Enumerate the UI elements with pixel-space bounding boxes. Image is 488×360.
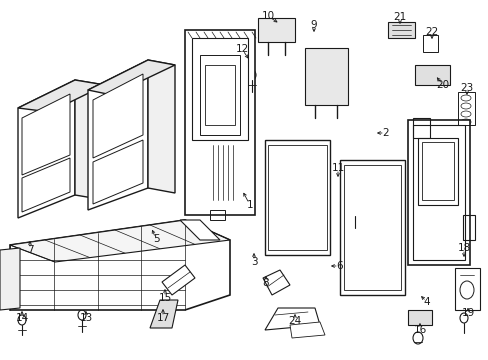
Text: 1: 1 [246,200,253,210]
Polygon shape [192,38,247,140]
Text: 9: 9 [310,20,317,30]
Text: 12: 12 [235,44,248,54]
Polygon shape [407,120,469,265]
Polygon shape [184,30,254,215]
Polygon shape [267,145,326,250]
Polygon shape [22,158,70,212]
Text: 3: 3 [250,257,257,267]
Polygon shape [264,140,329,255]
Text: 11: 11 [331,163,344,173]
Polygon shape [88,60,175,95]
Text: 6: 6 [336,261,343,271]
Text: 4: 4 [423,297,429,307]
Text: 15: 15 [158,293,171,303]
Text: 2: 2 [382,128,388,138]
Polygon shape [339,160,404,295]
Text: 23: 23 [459,83,473,93]
Polygon shape [289,322,325,338]
Text: 17: 17 [156,313,169,323]
Polygon shape [305,48,347,105]
Polygon shape [414,65,449,85]
Polygon shape [422,35,437,52]
Polygon shape [150,300,178,328]
Text: 14: 14 [15,313,29,323]
Polygon shape [88,60,148,210]
Text: 7: 7 [27,245,33,255]
Text: 18: 18 [456,243,469,253]
Text: 21: 21 [392,12,406,22]
Polygon shape [93,74,142,158]
Polygon shape [18,80,105,112]
Polygon shape [22,94,70,175]
Polygon shape [407,310,431,325]
Text: 24: 24 [288,316,301,326]
Bar [411,313,425,322]
Polygon shape [180,220,220,240]
Polygon shape [263,270,289,295]
Text: 13: 13 [79,313,92,323]
Polygon shape [387,22,414,38]
Text: 20: 20 [436,80,448,90]
Text: 8: 8 [262,278,269,288]
Text: 5: 5 [152,234,159,244]
Bar [427,158,445,182]
Circle shape [434,170,438,174]
Polygon shape [0,248,20,310]
Polygon shape [162,265,195,295]
Text: 10: 10 [261,11,274,21]
Bar [419,68,443,82]
Text: 22: 22 [425,27,438,37]
Text: 19: 19 [461,308,474,318]
Polygon shape [75,80,105,200]
Text: 16: 16 [412,325,426,335]
Polygon shape [264,308,319,330]
Polygon shape [10,220,229,262]
Polygon shape [10,220,229,310]
Polygon shape [93,140,142,204]
Polygon shape [148,60,175,193]
Polygon shape [18,80,75,218]
Polygon shape [258,18,294,42]
